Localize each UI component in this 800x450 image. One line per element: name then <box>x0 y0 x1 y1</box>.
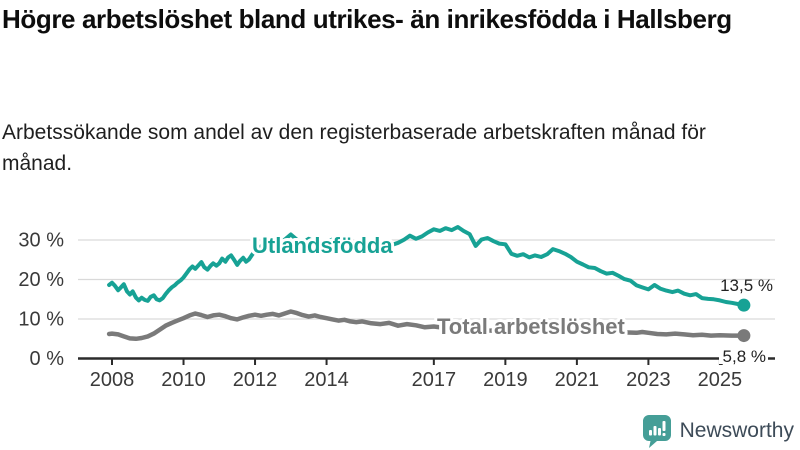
x-tick-label: 2014 <box>304 369 349 391</box>
x-tick-label: 2012 <box>233 369 278 391</box>
series-label-utlandsfodda: Utlandsfödda <box>252 233 393 258</box>
chart-subtitle: Arbetssökande som andel av den registerb… <box>2 121 706 175</box>
series-label-total: Total arbetslöshet <box>437 314 626 339</box>
newsworthy-bubble-chart-icon <box>642 415 671 448</box>
end-value-label-utlandsfodda: 13,5 % <box>720 276 773 295</box>
end-value-label-total: 5,8 % <box>723 347 766 366</box>
x-tick-label: 2021 <box>555 369 600 391</box>
chart-title: Högre arbetslöshet bland utrikes- än inr… <box>2 4 732 34</box>
end-label-backing <box>719 347 768 364</box>
y-tick-label: 0 % <box>30 348 65 370</box>
y-tick-label: 10 % <box>18 309 64 331</box>
x-tick-label: 2023 <box>626 369 671 391</box>
end-dot-total <box>737 329 751 343</box>
series-line-utlandsfodda <box>107 225 746 308</box>
end-dot-utlandsfodda <box>737 298 751 312</box>
series-line-total <box>106 309 747 342</box>
newsworthy-logo-text: Newsworthy <box>679 419 794 442</box>
newsworthy-logo: Newsworthy <box>642 414 794 448</box>
y-tick-label: 30 % <box>18 230 64 252</box>
x-tick-label: 2025 <box>698 369 743 391</box>
x-tick-label: 2019 <box>483 369 528 391</box>
x-tick-label: 2017 <box>412 369 457 391</box>
x-tick-label: 2010 <box>161 369 206 391</box>
y-tick-label: 20 % <box>18 269 64 291</box>
x-tick-label: 2008 <box>90 369 135 391</box>
